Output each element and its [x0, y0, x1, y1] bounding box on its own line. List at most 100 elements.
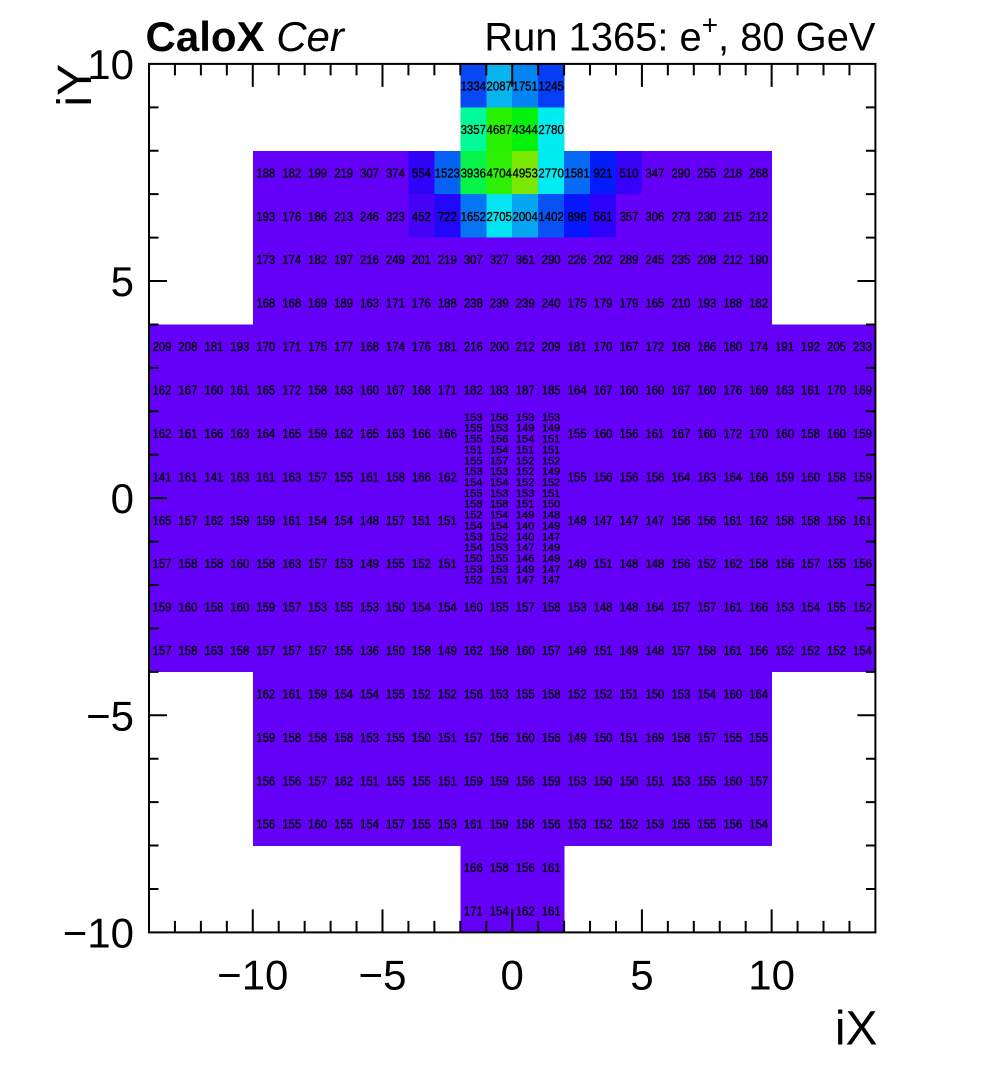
svg-text:149: 149: [568, 557, 587, 571]
svg-text:136: 136: [360, 644, 379, 658]
svg-text:1523: 1523: [435, 166, 460, 180]
svg-text:216: 216: [360, 253, 379, 267]
svg-text:151: 151: [490, 575, 508, 587]
svg-text:162: 162: [464, 644, 483, 658]
svg-text:5: 5: [630, 952, 653, 999]
svg-text:159: 159: [256, 731, 275, 745]
svg-text:238: 238: [464, 297, 483, 311]
svg-text:169: 169: [749, 383, 768, 397]
svg-text:158: 158: [516, 818, 535, 832]
svg-text:154: 154: [464, 477, 482, 489]
svg-text:219: 219: [438, 253, 457, 267]
svg-text:153: 153: [308, 601, 327, 615]
svg-text:157: 157: [152, 644, 171, 658]
svg-text:155: 155: [723, 731, 742, 745]
svg-text:182: 182: [308, 253, 327, 267]
svg-text:153: 153: [568, 818, 587, 832]
svg-text:166: 166: [412, 427, 431, 441]
svg-text:182: 182: [749, 297, 768, 311]
svg-text:174: 174: [386, 340, 405, 354]
svg-text:150: 150: [594, 774, 613, 788]
svg-text:153: 153: [568, 601, 587, 615]
svg-text:160: 160: [697, 383, 716, 397]
svg-text:158: 158: [775, 514, 794, 528]
svg-text:157: 157: [801, 557, 820, 571]
svg-text:166: 166: [749, 601, 768, 615]
svg-text:167: 167: [386, 383, 405, 397]
svg-text:212: 212: [516, 340, 535, 354]
svg-text:149: 149: [542, 542, 560, 554]
svg-text:153: 153: [490, 488, 508, 500]
svg-text:233: 233: [853, 340, 872, 354]
svg-text:165: 165: [645, 297, 664, 311]
svg-text:161: 161: [801, 383, 820, 397]
svg-text:205: 205: [827, 340, 846, 354]
svg-text:151: 151: [412, 514, 431, 528]
svg-text:158: 158: [308, 731, 327, 745]
svg-text:154: 154: [697, 687, 716, 701]
svg-text:161: 161: [723, 514, 742, 528]
svg-text:155: 155: [697, 774, 716, 788]
svg-text:216: 216: [464, 340, 483, 354]
svg-text:158: 158: [412, 644, 431, 658]
svg-text:357: 357: [619, 210, 638, 224]
svg-text:157: 157: [308, 470, 327, 484]
svg-text:170: 170: [827, 383, 846, 397]
svg-text:3357: 3357: [461, 123, 486, 137]
svg-text:160: 160: [619, 383, 638, 397]
svg-text:151: 151: [516, 444, 534, 456]
svg-text:154: 154: [360, 818, 379, 832]
svg-text:510: 510: [619, 166, 638, 180]
svg-text:554: 554: [412, 166, 431, 180]
svg-text:161: 161: [256, 470, 275, 484]
svg-text:172: 172: [282, 383, 301, 397]
svg-text:157: 157: [308, 557, 327, 571]
svg-text:157: 157: [749, 774, 768, 788]
svg-text:150: 150: [645, 687, 664, 701]
svg-text:152: 152: [516, 466, 534, 478]
svg-text:154: 154: [490, 477, 508, 489]
svg-text:148: 148: [645, 557, 664, 571]
svg-text:159: 159: [542, 774, 561, 788]
svg-text:151: 151: [438, 731, 457, 745]
svg-text:151: 151: [619, 687, 638, 701]
svg-text:168: 168: [256, 297, 275, 311]
svg-text:188: 188: [256, 166, 275, 180]
svg-text:Run 1365: e+, 80 GeV: Run 1365: e+, 80 GeV: [484, 10, 876, 60]
svg-text:179: 179: [619, 297, 638, 311]
svg-text:347: 347: [645, 166, 664, 180]
svg-text:156: 156: [671, 557, 690, 571]
svg-text:200: 200: [490, 340, 509, 354]
svg-text:155: 155: [464, 423, 482, 435]
svg-text:189: 189: [334, 297, 353, 311]
svg-text:156: 156: [256, 774, 275, 788]
svg-text:157: 157: [178, 514, 197, 528]
svg-text:157: 157: [152, 557, 171, 571]
svg-text:147: 147: [645, 514, 664, 528]
svg-text:166: 166: [749, 470, 768, 484]
svg-text:162: 162: [256, 687, 275, 701]
svg-text:181: 181: [204, 340, 223, 354]
svg-text:160: 160: [827, 427, 846, 441]
svg-text:212: 212: [723, 253, 742, 267]
svg-text:166: 166: [412, 470, 431, 484]
svg-text:157: 157: [256, 644, 275, 658]
svg-text:140: 140: [516, 520, 534, 532]
svg-text:5: 5: [111, 258, 134, 305]
svg-text:153: 153: [671, 687, 690, 701]
svg-text:154: 154: [334, 514, 353, 528]
svg-text:158: 158: [490, 861, 509, 875]
svg-text:169: 169: [853, 383, 872, 397]
svg-text:155: 155: [827, 557, 846, 571]
svg-text:156: 156: [671, 514, 690, 528]
svg-text:155: 155: [464, 488, 482, 500]
svg-text:158: 158: [801, 427, 820, 441]
svg-text:153: 153: [464, 412, 482, 424]
svg-text:159: 159: [256, 601, 275, 615]
svg-text:153: 153: [490, 564, 508, 576]
svg-text:148: 148: [360, 514, 379, 528]
svg-text:153: 153: [516, 412, 534, 424]
svg-text:159: 159: [152, 601, 171, 615]
svg-text:141: 141: [204, 470, 223, 484]
svg-text:166: 166: [438, 427, 457, 441]
